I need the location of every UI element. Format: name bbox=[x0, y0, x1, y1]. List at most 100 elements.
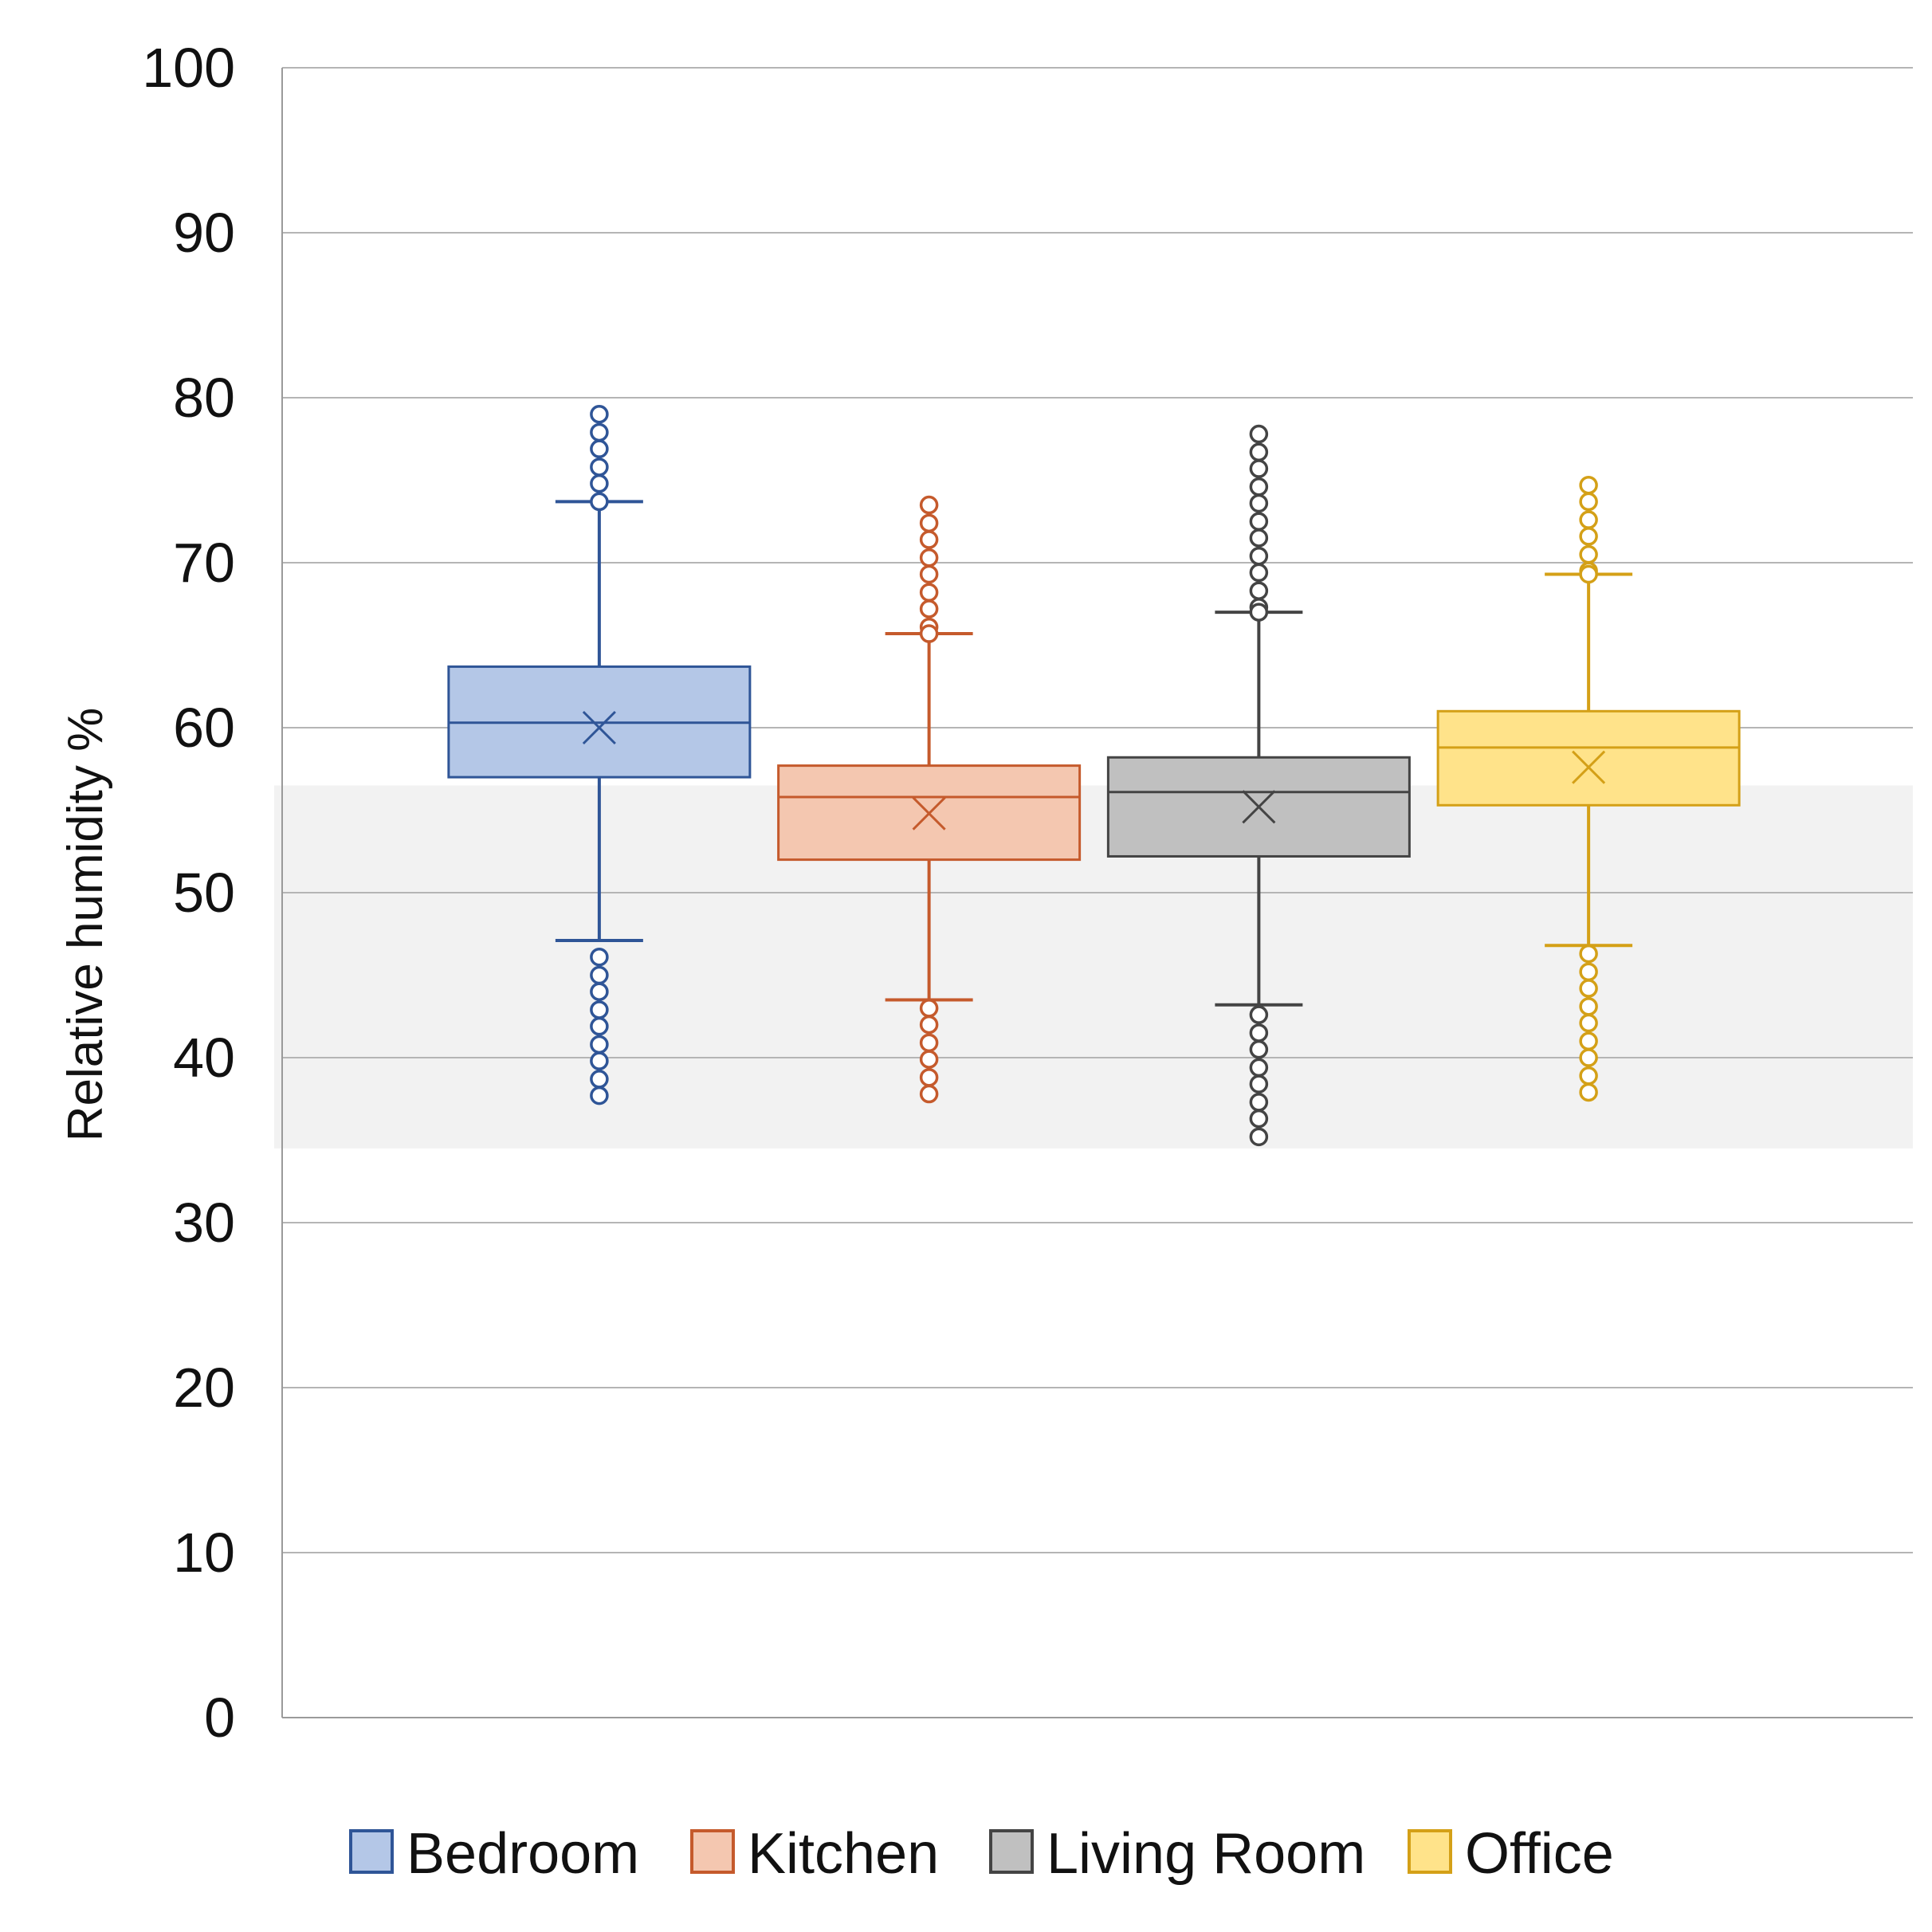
mean-marker bbox=[1242, 790, 1276, 824]
y-tick-label: 0 bbox=[204, 1687, 235, 1749]
outlier-point bbox=[1249, 546, 1269, 566]
outlier-point bbox=[590, 422, 609, 442]
y-tick-label: 100 bbox=[142, 37, 235, 99]
outlier-point bbox=[1579, 979, 1598, 998]
outlier-point bbox=[1249, 528, 1269, 548]
outlier-point bbox=[1249, 1109, 1269, 1129]
legend-item-living-room: Living Room bbox=[989, 1822, 1365, 1886]
outlier-point bbox=[919, 599, 939, 618]
outlier-point bbox=[590, 473, 609, 493]
outlier-point bbox=[1249, 477, 1269, 497]
outlier-point bbox=[590, 1035, 609, 1054]
legend: Bedroom Kitchen Living Room Office bbox=[349, 1822, 1614, 1886]
legend-swatch bbox=[1408, 1829, 1452, 1874]
outlier-point bbox=[1579, 475, 1598, 495]
legend-label: Kitchen bbox=[748, 1822, 939, 1886]
outlier-point bbox=[590, 965, 609, 985]
outlier-point bbox=[1579, 997, 1598, 1016]
mean-marker bbox=[582, 710, 616, 745]
outlier-point bbox=[1249, 1005, 1269, 1024]
legend-swatch bbox=[349, 1829, 394, 1874]
y-tick-label: 50 bbox=[173, 862, 235, 924]
outlier-point bbox=[590, 439, 609, 458]
y-tick-label: 60 bbox=[173, 697, 235, 759]
outlier-point bbox=[919, 513, 939, 533]
y-tick-label: 20 bbox=[173, 1357, 235, 1419]
outlier-point bbox=[1249, 581, 1269, 600]
legend-item-kitchen: Kitchen bbox=[690, 1822, 939, 1886]
outlier-point bbox=[1249, 1039, 1269, 1059]
outlier-point bbox=[590, 1016, 609, 1036]
outlier-point bbox=[590, 982, 609, 1001]
outlier-point bbox=[919, 1068, 939, 1087]
outlier-point bbox=[919, 1015, 939, 1035]
outlier-point bbox=[1249, 1023, 1269, 1043]
mean-marker bbox=[1572, 750, 1606, 784]
legend-label: Living Room bbox=[1046, 1822, 1365, 1886]
mean-marker bbox=[912, 796, 946, 831]
box-series-layer bbox=[447, 404, 1741, 1147]
outlier-point bbox=[1579, 1066, 1598, 1086]
outlier-point bbox=[919, 583, 939, 603]
outlier-point bbox=[1249, 1074, 1269, 1094]
outlier-point bbox=[590, 492, 609, 512]
outlier-point bbox=[1249, 1093, 1269, 1112]
legend-label: Office bbox=[1465, 1822, 1614, 1886]
outlier-point bbox=[590, 1000, 609, 1019]
box-group-office bbox=[1436, 475, 1741, 1102]
outlier-point bbox=[1249, 1058, 1269, 1078]
outlier-point bbox=[1249, 603, 1269, 622]
shaded-band-layer bbox=[274, 785, 1913, 1149]
outlier-point bbox=[1579, 962, 1598, 982]
outlier-point bbox=[1579, 1082, 1598, 1102]
outlier-point bbox=[919, 1033, 939, 1053]
outlier-point bbox=[919, 548, 939, 567]
outlier-point bbox=[1249, 424, 1269, 444]
outlier-point bbox=[590, 1070, 609, 1089]
outlier-point bbox=[590, 947, 609, 967]
outlier-point bbox=[590, 457, 609, 477]
outlier-point bbox=[590, 404, 609, 424]
y-tick-label-layer: 0 10 20 30 40 50 60 70 80 90 100 bbox=[142, 37, 235, 1749]
gridline-layer bbox=[281, 67, 1913, 1718]
box-group-bedroom bbox=[447, 404, 752, 1105]
legend-swatch bbox=[989, 1829, 1034, 1874]
legend-label: Bedroom bbox=[406, 1822, 639, 1886]
y-tick-label: 30 bbox=[173, 1192, 235, 1254]
box-group-kitchen bbox=[777, 495, 1082, 1104]
outlier-point bbox=[1579, 1031, 1598, 1051]
outlier-point bbox=[919, 564, 939, 584]
outlier-point bbox=[1579, 1013, 1598, 1033]
y-tick-label: 70 bbox=[173, 532, 235, 594]
shaded-band bbox=[274, 785, 1913, 1149]
outlier-point bbox=[919, 1084, 939, 1104]
outlier-point bbox=[1249, 493, 1269, 513]
outlier-point bbox=[919, 530, 939, 549]
outlier-point bbox=[590, 1051, 609, 1070]
box-group-living-room bbox=[1106, 424, 1411, 1147]
outlier-point bbox=[1249, 1127, 1269, 1147]
outlier-point bbox=[1579, 1048, 1598, 1067]
y-tick-label: 10 bbox=[173, 1522, 235, 1584]
outlier-point bbox=[919, 624, 939, 643]
outlier-point bbox=[1579, 544, 1598, 564]
outlier-point bbox=[1579, 527, 1598, 546]
outlier-point bbox=[1249, 459, 1269, 478]
box bbox=[1436, 709, 1741, 807]
y-tick-label: 40 bbox=[173, 1027, 235, 1089]
y-tick-label: 90 bbox=[173, 202, 235, 264]
outlier-point bbox=[919, 495, 939, 515]
y-tick-label: 80 bbox=[173, 367, 235, 429]
outlier-point bbox=[919, 1050, 939, 1069]
outlier-point bbox=[1579, 492, 1598, 512]
outlier-point bbox=[590, 1086, 609, 1105]
legend-swatch bbox=[690, 1829, 735, 1874]
outlier-point bbox=[1249, 563, 1269, 583]
outlier-point bbox=[1579, 510, 1598, 529]
outlier-point bbox=[1249, 512, 1269, 531]
legend-item-bedroom: Bedroom bbox=[349, 1822, 639, 1886]
outlier-point bbox=[919, 999, 939, 1018]
outlier-point bbox=[1579, 564, 1598, 584]
